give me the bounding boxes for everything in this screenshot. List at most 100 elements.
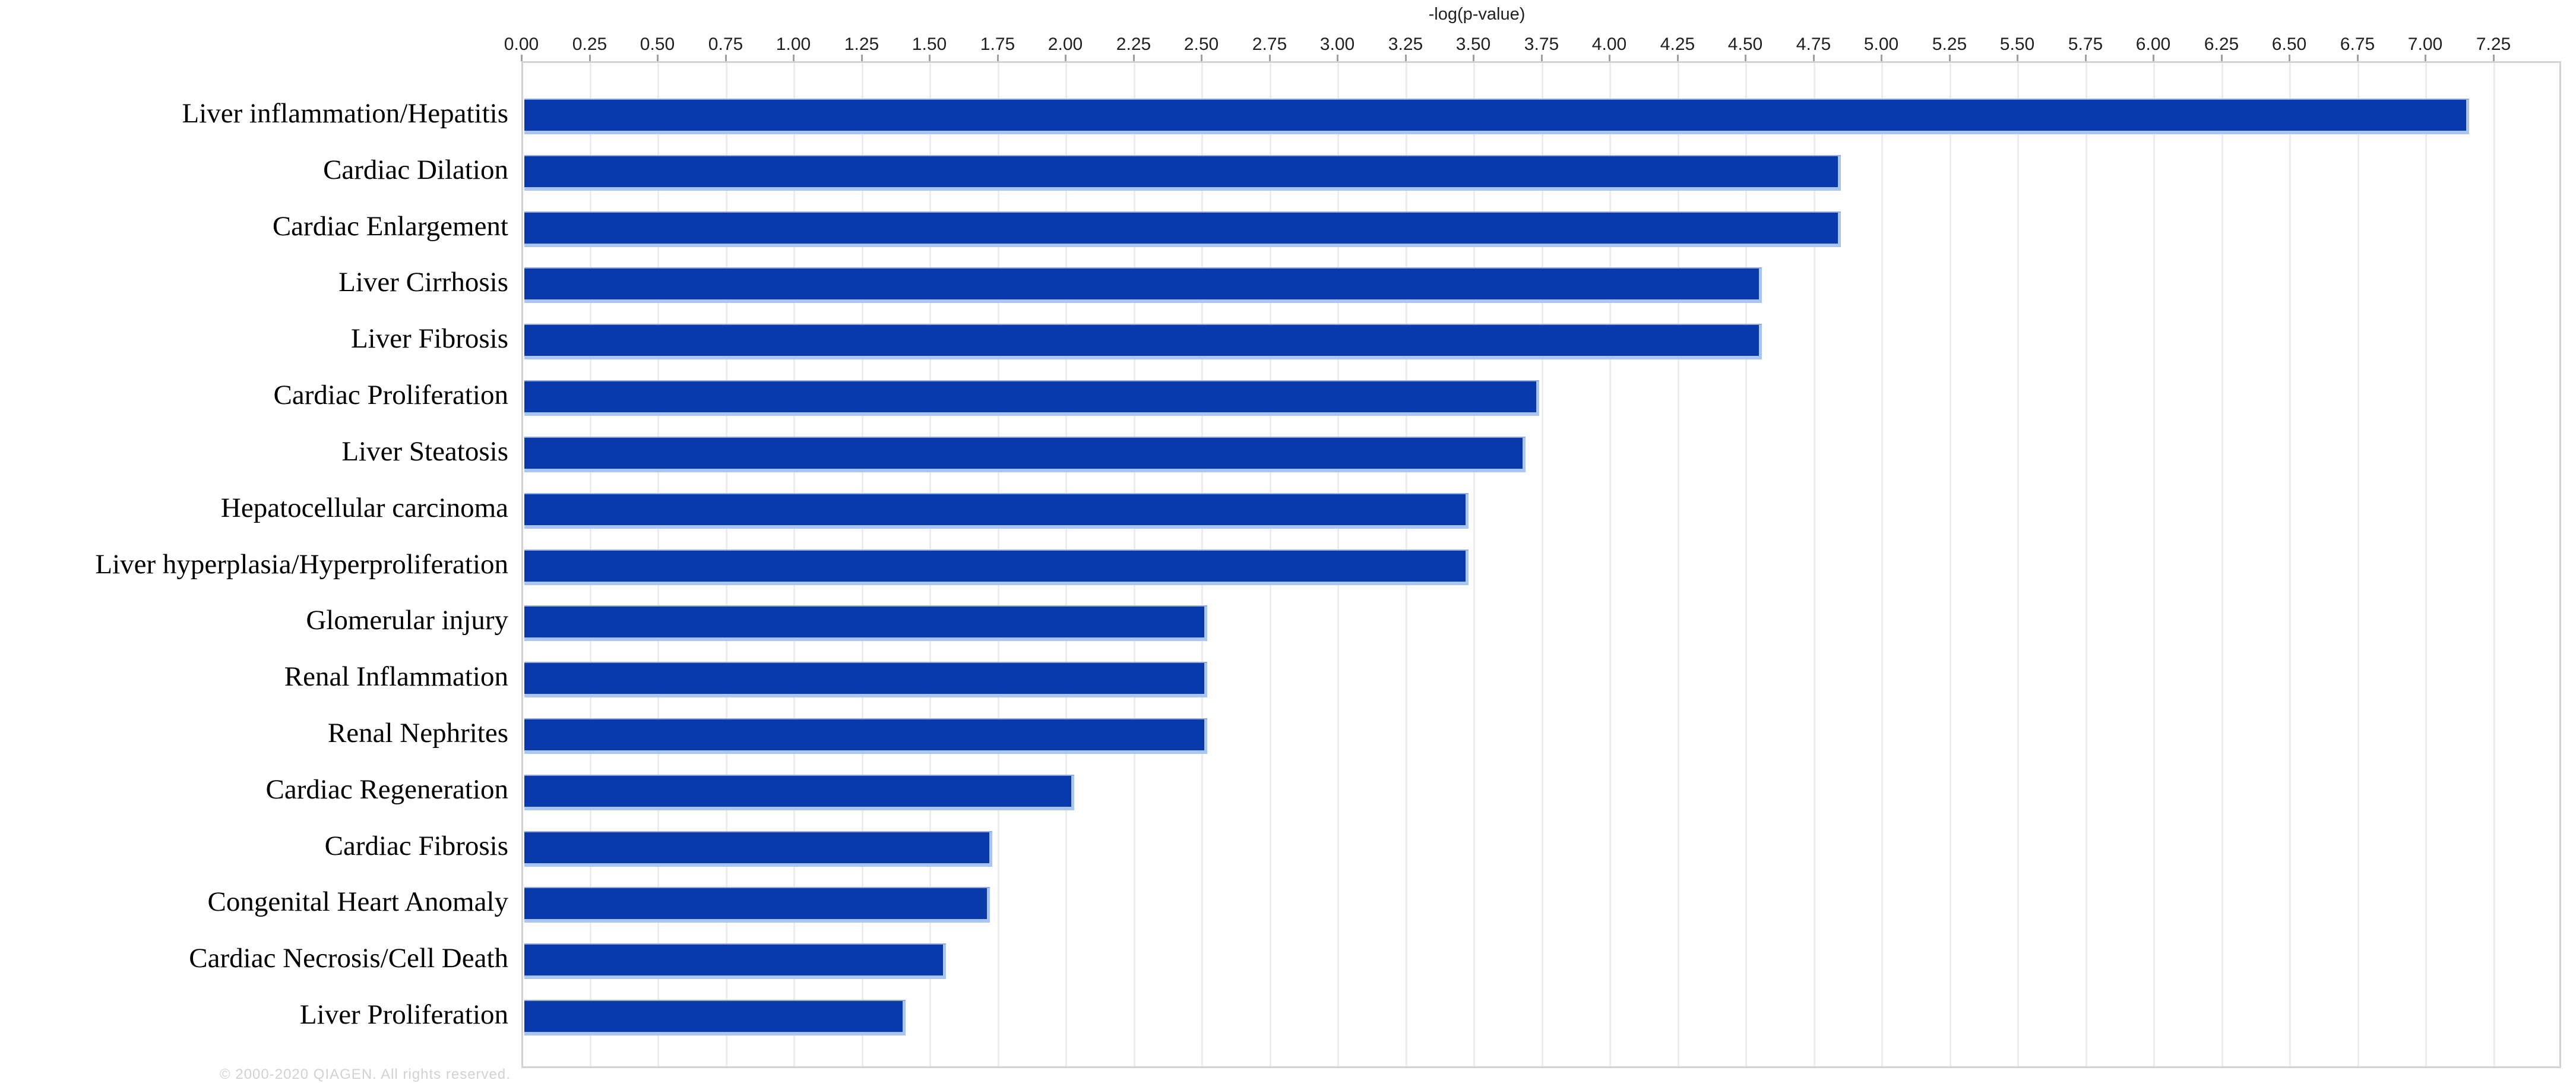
x-tick-label: 0.00 (504, 34, 539, 54)
tick-mark (1337, 55, 1338, 61)
tick-mark (1677, 55, 1679, 61)
gridline (2493, 63, 2495, 1066)
category-label: Hepatocellular carcinoma (220, 492, 508, 523)
category-label: Glomerular injury (306, 605, 508, 636)
category-label: Cardiac Enlargement (272, 211, 508, 242)
bar (524, 438, 1526, 472)
tick-mark (1405, 55, 1407, 61)
gridline (2153, 63, 2155, 1066)
tick-mark (725, 55, 727, 61)
gridline (1473, 63, 1475, 1066)
tick-mark (997, 55, 999, 61)
x-tick-label: 4.75 (1796, 34, 1831, 54)
x-tick-label: 5.25 (1932, 34, 1967, 54)
gridline (1814, 63, 1815, 1066)
tick-mark (1745, 55, 1746, 61)
category-label: Congenital Heart Anomaly (207, 886, 508, 917)
x-tick-label: 2.75 (1252, 34, 1287, 54)
tick-mark (929, 55, 931, 61)
tick-mark (2085, 55, 2087, 61)
gridline (2425, 63, 2427, 1066)
tick-mark (1473, 55, 1474, 61)
bar (524, 325, 1762, 359)
bar (524, 607, 1207, 641)
tick-mark (2017, 55, 2018, 61)
category-label: Cardiac Dilation (323, 154, 508, 185)
x-tick-label: 3.75 (1524, 34, 1559, 54)
bar (524, 719, 1207, 754)
x-tick-label: 6.75 (2340, 34, 2375, 54)
category-label: Cardiac Regeneration (265, 774, 508, 805)
gridline (2221, 63, 2223, 1066)
x-tick-label: 4.25 (1660, 34, 1695, 54)
tick-mark (2221, 55, 2223, 61)
bar (524, 213, 1841, 247)
category-label: Liver Cirrhosis (338, 267, 508, 298)
x-tick-label: 7.25 (2476, 34, 2511, 54)
category-label: Renal Nephrites (327, 718, 508, 749)
x-tick-label: 4.00 (1591, 34, 1627, 54)
bar (524, 156, 1841, 191)
bar (524, 832, 992, 867)
x-tick-label: 5.75 (2068, 34, 2103, 54)
x-tick-label: 1.00 (776, 34, 811, 54)
gridline (1542, 63, 1543, 1066)
tick-mark (2153, 55, 2154, 61)
plot-area (521, 61, 2561, 1068)
gridline (2357, 63, 2359, 1066)
category-label: Cardiac Proliferation (273, 380, 508, 411)
tick-mark (1541, 55, 1543, 61)
bar (524, 551, 1469, 585)
gridline (1678, 63, 1679, 1066)
tick-mark (2425, 55, 2426, 61)
bar (524, 945, 946, 979)
x-tick-label: 2.50 (1183, 34, 1219, 54)
x-axis-title: -log(p-value) (1428, 5, 1526, 24)
bar (524, 381, 1539, 416)
bar (524, 663, 1207, 697)
watermark-text: © 2000-2020 QIAGEN. All rights reserved. (220, 1066, 511, 1082)
x-tick-label: 1.25 (844, 34, 879, 54)
tick-mark (861, 55, 863, 61)
tick-mark (1881, 55, 1882, 61)
tick-mark (1609, 55, 1610, 61)
category-label: Liver Steatosis (341, 436, 508, 467)
tick-mark (793, 55, 795, 61)
tick-mark (589, 55, 591, 61)
x-tick-label: 6.25 (2204, 34, 2239, 54)
x-tick-label: 7.00 (2407, 34, 2443, 54)
tick-mark (1813, 55, 1815, 61)
x-tick-label: 3.25 (1388, 34, 1423, 54)
bar (524, 1001, 906, 1035)
tick-mark (657, 55, 659, 61)
x-tick-label: 6.50 (2271, 34, 2307, 54)
bar (524, 269, 1762, 303)
tick-mark (2289, 55, 2290, 61)
x-tick-label: 0.50 (640, 34, 675, 54)
x-tick-label: 5.50 (1999, 34, 2035, 54)
x-tick-label: 3.50 (1455, 34, 1491, 54)
bar (524, 888, 990, 923)
category-label: Renal Inflammation (284, 661, 508, 692)
gridline (1609, 63, 1611, 1066)
gridline (2289, 63, 2291, 1066)
category-label: Liver Fibrosis (350, 323, 508, 354)
tick-mark (521, 55, 523, 61)
gridline (2017, 63, 2019, 1066)
tick-mark (1133, 55, 1135, 61)
category-label: Liver Proliferation (299, 999, 508, 1030)
gridline (1745, 63, 1747, 1066)
category-label: Liver inflammation/Hepatitis (182, 98, 509, 129)
gridline (1950, 63, 1951, 1066)
x-tick-label: 1.50 (912, 34, 947, 54)
x-tick-label: 0.75 (708, 34, 743, 54)
tick-mark (2357, 55, 2359, 61)
x-tick-label: 0.25 (572, 34, 607, 54)
category-label: Cardiac Fibrosis (324, 831, 508, 861)
category-label: Liver hyperplasia/Hyperproliferation (95, 549, 508, 580)
tick-mark (2493, 55, 2495, 61)
x-tick-label: 2.25 (1116, 34, 1151, 54)
x-tick-label: 4.50 (1727, 34, 1763, 54)
tick-mark (1201, 55, 1202, 61)
